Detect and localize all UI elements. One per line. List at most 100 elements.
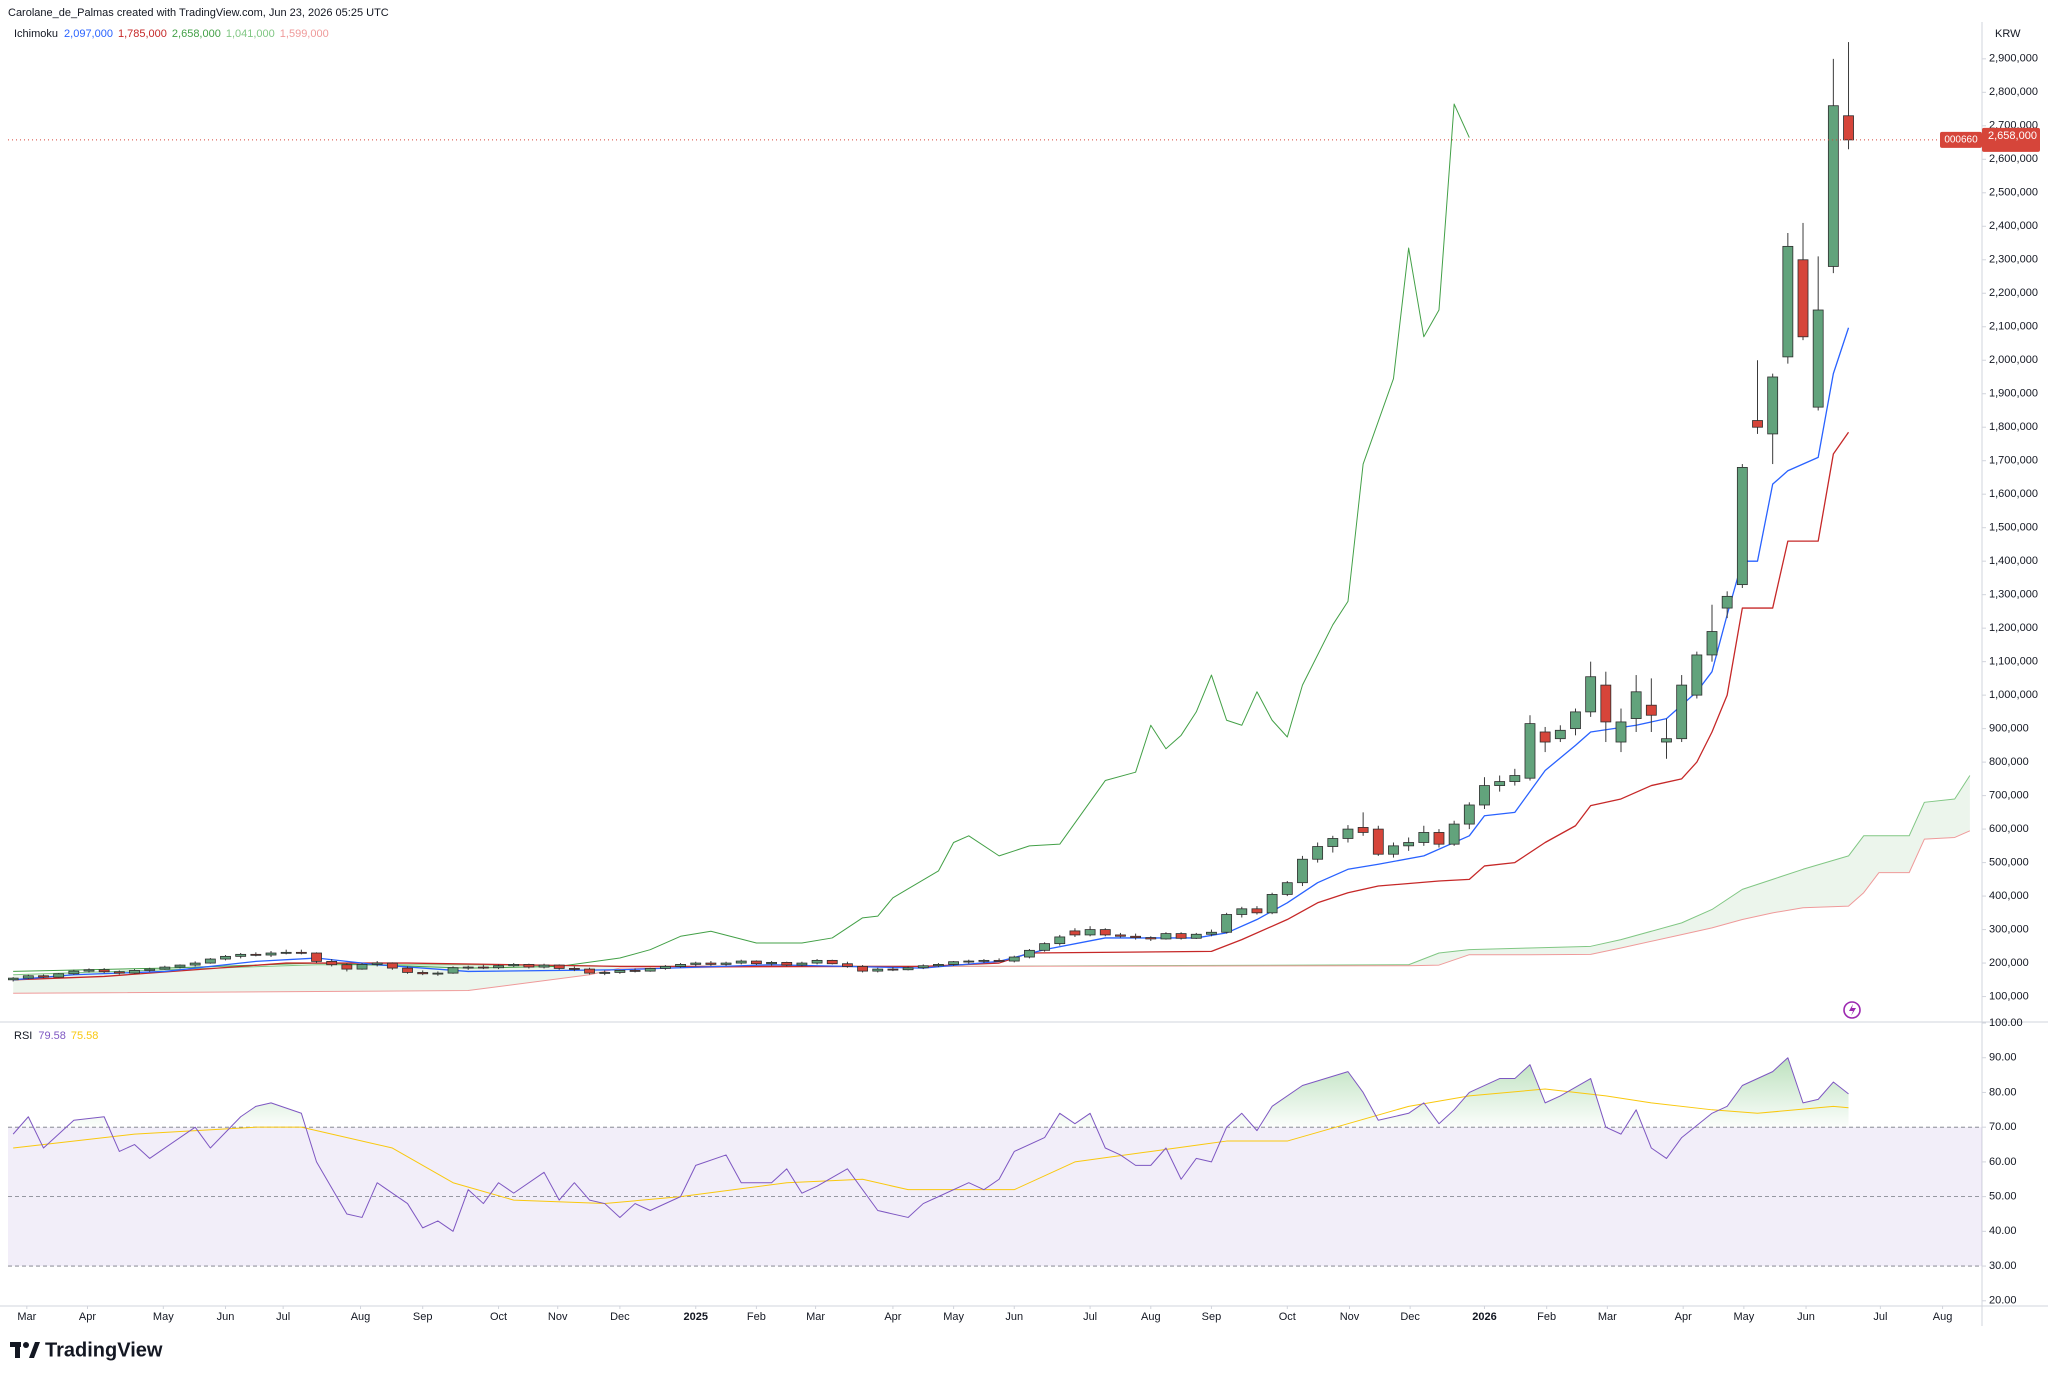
candle-body [1418,832,1430,843]
y-tick-label: 1,200,000 [1989,622,2038,634]
candle-body [68,970,80,975]
candle-body [402,967,413,973]
x-tick-label: Jun [1005,1311,1023,1323]
y-tick-label: 2,800,000 [1989,86,2038,98]
y-tick-label: 1,900,000 [1989,388,2038,400]
symbol-badge [1940,131,1982,148]
price-pane [8,42,1971,994]
overbought-region [13,1057,1849,1128]
x-tick-label: Sep [1202,1311,1222,1323]
x-tick-label: Apr [1675,1311,1692,1323]
y-tick-label: 2,300,000 [1989,254,2038,266]
candle-body [356,964,368,970]
rsi-legend-value: 79.58 [38,1030,66,1042]
x-tick-label: Jun [1797,1311,1815,1323]
candle-body [1312,846,1324,860]
candle-body [781,961,793,966]
candle-body [644,968,656,972]
candle-body [917,965,929,969]
candle-body [766,961,777,965]
y-tick-label: 90.00 [1989,1052,2017,1064]
legend-value: 1,785,000 [118,28,167,40]
candle-body [1069,930,1081,936]
candle-body [1433,832,1445,845]
candle-body [1099,929,1111,936]
y-tick-label: 80.00 [1989,1086,2017,1098]
candle-body [1843,115,1854,141]
candle-body [1251,908,1263,914]
y-tick-label: 500,000 [1989,856,2029,868]
candle-body [993,959,1005,962]
rsi-pane [8,1057,1982,1267]
candle-body [1615,721,1627,743]
y-tick-label: 20.00 [1989,1295,2017,1307]
candle-body [493,965,504,969]
symbol-label: 000660 [1944,135,1978,146]
ichimoku-cloud [13,775,1970,994]
x-tick-label: Mar [1598,1311,1617,1323]
candle-body [1054,936,1066,945]
candle-body [705,962,717,965]
candle-body [1509,775,1521,782]
chikou-span [13,103,1470,972]
candle-body [1585,676,1597,713]
candle-body [1160,933,1172,940]
candle-body [1782,245,1794,358]
candle-body [174,964,186,968]
x-tick-label: Feb [747,1311,766,1323]
candle-body [8,977,19,981]
y-tick-label: 2,900,000 [1989,53,2038,65]
candle-body [250,953,262,956]
candle-body [872,968,884,972]
candle-body [417,972,429,975]
legend-title: Ichimoku [14,28,58,40]
x-tick-label: Mar [806,1311,825,1323]
candle-body [1570,711,1581,730]
candle-body [1327,838,1339,847]
rsi-line [12,1057,1849,1232]
candle-body [857,966,868,972]
y-tick-label: 1,600,000 [1989,488,2038,500]
y-tick-label: 1,400,000 [1989,555,2038,567]
x-tick-label: Dec [610,1311,630,1323]
candle-body [1281,882,1293,895]
x-tick-label: May [943,1311,964,1323]
candle-body [553,964,565,969]
candle-body [614,970,626,973]
candle-body [311,952,322,962]
candle-body [1630,691,1642,719]
x-tick-label: Jul [1873,1311,1887,1323]
legend-value: 2,658,000 [172,28,221,40]
candle-body [811,959,823,964]
legend-value: 2,097,000 [64,28,113,40]
candle-body [1403,842,1415,847]
candle-body [462,966,474,969]
x-tick-label: Jul [276,1311,290,1323]
y-tick-label: 2,000,000 [1989,354,2038,366]
overbought-fill [13,1057,1849,1128]
candle-body [38,975,49,978]
candle-body [1767,376,1779,435]
legend-value: 1,599,000 [280,28,329,40]
candle-body [113,971,125,974]
candle-body [948,961,959,965]
y-tick-label: 100,000 [1989,990,2029,1002]
y-tick-label: 100.00 [1989,1017,2023,1029]
candle-body [1479,785,1490,806]
candle-body [265,952,277,956]
x-tick-label: May [153,1311,174,1323]
rsi-ma-line [13,1088,1849,1205]
candle-body [220,955,231,960]
y-tick-label: 1,700,000 [1989,455,2038,467]
x-tick-label: Oct [490,1311,507,1323]
candle-body [1600,684,1612,723]
y-tick-label: 30.00 [1989,1260,2017,1272]
candle-body [1145,937,1157,940]
candle-body [1084,929,1096,936]
candle-body [902,967,914,971]
candle-body [1266,894,1278,914]
candle-body [295,951,307,954]
